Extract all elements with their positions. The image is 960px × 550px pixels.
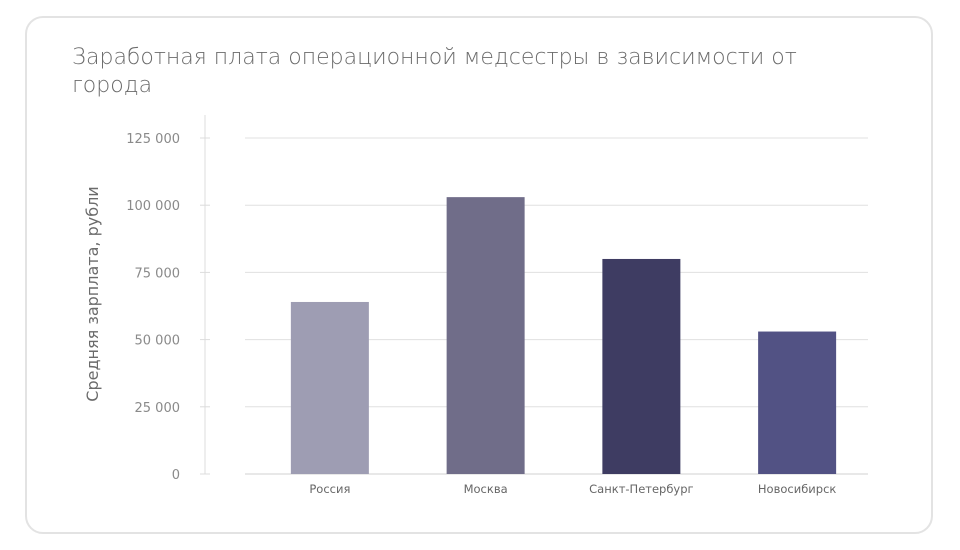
y-tick-label: 125 000: [126, 132, 180, 147]
chart-card: [25, 16, 933, 534]
y-tick-label: 75 000: [135, 266, 181, 281]
y-tick-label: 50 000: [135, 334, 181, 349]
x-tick-label: Новосибирск: [758, 482, 836, 496]
chart-title: Заработная плата операционной медсестры …: [72, 45, 797, 98]
x-tick-label: Россия: [309, 482, 350, 496]
x-tick-label: Санкт-Петербург: [589, 482, 693, 496]
y-axis-label: Средняя зарплата, рубли: [83, 186, 102, 401]
bar-1: [446, 197, 525, 475]
y-tick-label: 25 000: [135, 401, 181, 416]
bar-3: [758, 331, 837, 474]
bar-0: [290, 301, 369, 474]
y-tick-label: 0: [172, 468, 180, 483]
x-tick-label: Москва: [464, 482, 508, 496]
y-tick-label: 100 000: [126, 199, 180, 214]
bar-2: [602, 258, 681, 474]
